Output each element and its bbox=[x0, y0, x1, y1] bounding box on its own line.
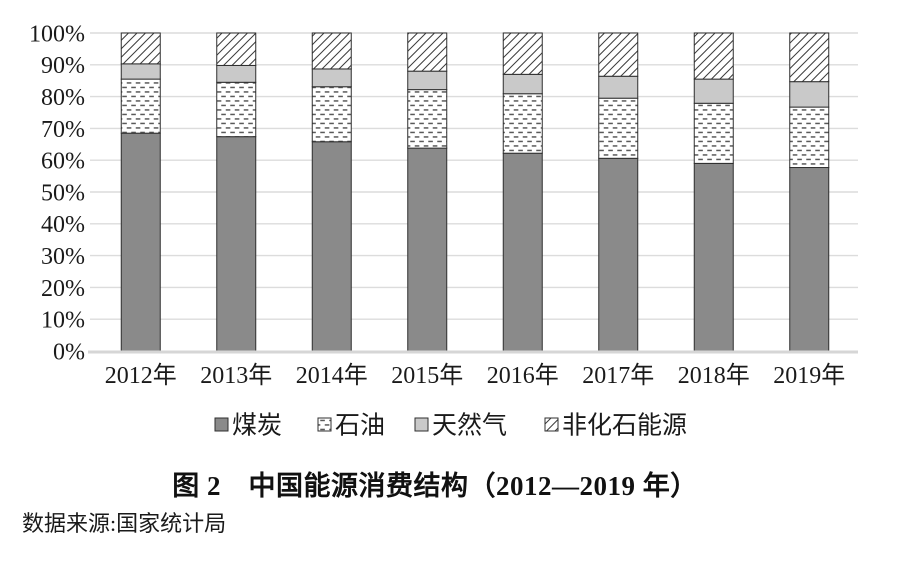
bar-segment-非化石能源 bbox=[502, 32, 543, 75]
x-axis-category-label: 2019年 bbox=[773, 362, 845, 389]
x-axis-category-label: 2018年 bbox=[678, 362, 750, 389]
bar-segment-非化石能源 bbox=[407, 32, 448, 72]
stacked-bar-chart: 0%10%20%30%40%50%60%70%80%90%100% 2012年 2… bbox=[29, 21, 858, 439]
bar-segment-非化石能源 bbox=[311, 32, 352, 70]
y-axis-tick-label: 60% bbox=[41, 149, 85, 175]
bar-segment-煤炭 bbox=[502, 152, 543, 352]
y-axis-tick-label: 80% bbox=[41, 85, 85, 111]
bar-segment-石油 bbox=[789, 106, 830, 169]
y-axis-tick-label: 50% bbox=[41, 180, 85, 206]
legend-swatch-石油 bbox=[317, 417, 332, 432]
bar-segment-石油 bbox=[407, 89, 448, 149]
y-axis-tick-labels: 0% 10% 20% 30% 40% 50% 60% 70% 80% 90% 100% bbox=[29, 21, 85, 365]
legend-swatch-天然气 bbox=[414, 417, 429, 432]
y-axis-tick-label: 0% bbox=[53, 339, 85, 365]
bar-segment-非化石能源 bbox=[693, 32, 734, 80]
bar-segment-天然气 bbox=[789, 81, 830, 108]
y-axis-tick-label: 20% bbox=[41, 276, 85, 302]
legend-label-非化石能源: 非化石能源 bbox=[562, 411, 687, 439]
bar-segment-非化石能源 bbox=[789, 32, 830, 83]
bar-segment-天然气 bbox=[120, 63, 161, 80]
bar-segment-煤炭 bbox=[598, 157, 639, 352]
bar-segment-天然气 bbox=[311, 68, 352, 88]
bar-segment-煤炭 bbox=[120, 132, 161, 352]
figure-title: 图 2 中国能源消费结构（2012—2019 年） bbox=[172, 471, 698, 501]
y-axis-tick-label: 90% bbox=[41, 53, 85, 79]
bar-segment-天然气 bbox=[216, 64, 257, 83]
bars bbox=[120, 32, 830, 352]
bar-segment-石油 bbox=[502, 93, 543, 154]
bar-segment-煤炭 bbox=[407, 147, 448, 352]
y-axis-tick-label: 10% bbox=[41, 308, 85, 334]
legend-label-天然气: 天然气 bbox=[432, 411, 507, 439]
bar-segment-煤炭 bbox=[216, 136, 257, 352]
gridlines bbox=[90, 32, 858, 320]
x-axis-category-label: 2013年 bbox=[200, 362, 272, 389]
x-axis-category-label: 2015年 bbox=[391, 362, 463, 389]
y-axis-tick-label: 30% bbox=[41, 244, 85, 270]
bar-segment-非化石能源 bbox=[120, 32, 161, 65]
legend-label-石油: 石油 bbox=[335, 411, 385, 439]
x-axis-category-label: 2014年 bbox=[296, 362, 368, 389]
figure-source-note: 数据来源:国家统计局 bbox=[22, 511, 227, 536]
bar-segment-煤炭 bbox=[693, 162, 734, 352]
x-axis-category-label: 2017年 bbox=[582, 362, 654, 389]
y-axis-tick-label: 40% bbox=[41, 212, 85, 238]
legend-swatch-煤炭 bbox=[214, 417, 229, 432]
bar-segment-煤炭 bbox=[789, 167, 830, 352]
y-axis-tick-label: 70% bbox=[41, 117, 85, 143]
bar-segment-煤炭 bbox=[311, 141, 352, 352]
bar-segment-非化石能源 bbox=[216, 32, 257, 66]
chart-legend: 煤炭 石油 天然气 非化石能源 bbox=[214, 411, 687, 439]
bar-segment-石油 bbox=[311, 86, 352, 143]
x-axis-category-label: 2016年 bbox=[487, 362, 559, 389]
bar-segment-天然气 bbox=[693, 78, 734, 104]
bar-segment-石油 bbox=[598, 97, 639, 159]
legend-swatch-非化石能源 bbox=[544, 417, 559, 432]
x-axis-category-label: 2012年 bbox=[105, 362, 177, 389]
x-axis-category-labels: 2012年 2013年 2014年 2015年 2016年 2017年 2018年 2019年 bbox=[105, 362, 846, 389]
bar-segment-非化石能源 bbox=[598, 32, 639, 77]
bar-segment-天然气 bbox=[598, 75, 639, 99]
bar-segment-石油 bbox=[120, 78, 161, 134]
legend-label-煤炭: 煤炭 bbox=[232, 411, 282, 439]
bar-segment-天然气 bbox=[502, 73, 543, 95]
bar-segment-石油 bbox=[216, 81, 257, 138]
bar-segment-天然气 bbox=[407, 70, 448, 91]
y-axis-tick-label: 100% bbox=[29, 21, 85, 47]
bar-segment-石油 bbox=[693, 102, 734, 164]
